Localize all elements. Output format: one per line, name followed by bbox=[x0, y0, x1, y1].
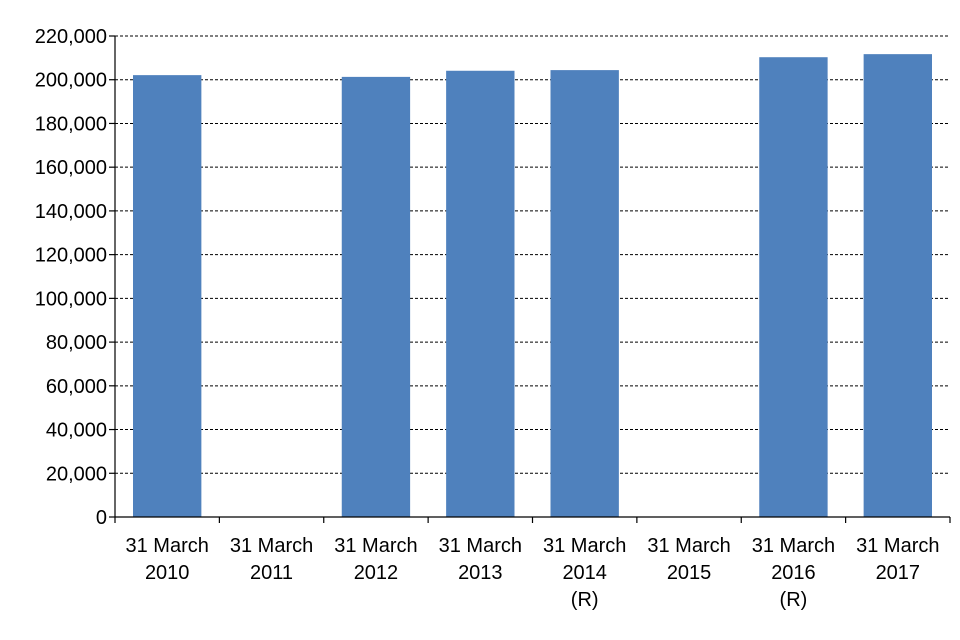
y-tick-label: 160,000 bbox=[35, 157, 107, 179]
x-tick-label: 31 March 2017 bbox=[856, 535, 939, 584]
y-tick-label: 60,000 bbox=[46, 376, 107, 398]
x-tick-label: 31 March 2011 bbox=[230, 535, 313, 584]
bars bbox=[133, 54, 932, 517]
axes bbox=[109, 35, 951, 523]
bar bbox=[133, 75, 202, 517]
x-tick-label: 31 March 2015 bbox=[647, 535, 730, 584]
bar bbox=[341, 76, 411, 517]
x-tick-label: 31 March 2014 (R) bbox=[543, 535, 626, 611]
y-tick-label: 40,000 bbox=[46, 420, 107, 442]
bar bbox=[446, 70, 515, 517]
x-tick-label: 31 March 2013 bbox=[439, 535, 522, 584]
x-tick-label: 31 March 2010 bbox=[126, 535, 209, 584]
y-tick-label: 120,000 bbox=[35, 245, 107, 267]
tick-labels: 0 20,000 40,000 60,000 80,000 100,000 120,000 1… bbox=[35, 26, 940, 611]
bar bbox=[550, 70, 619, 517]
x-tick-label: 31 March 2016 (R) bbox=[752, 535, 835, 611]
y-tick-label: 20,000 bbox=[46, 463, 107, 485]
y-tick-label: 0 bbox=[96, 507, 107, 529]
bar bbox=[759, 57, 828, 517]
y-tick-label: 200,000 bbox=[35, 70, 107, 92]
x-tick-label: 31 March 2012 bbox=[334, 535, 417, 584]
y-tick-label: 220,000 bbox=[35, 26, 107, 48]
y-tick-label: 140,000 bbox=[35, 201, 107, 223]
y-tick-label: 180,000 bbox=[35, 113, 107, 135]
y-tick-label: 80,000 bbox=[46, 332, 107, 354]
y-tick-label: 100,000 bbox=[35, 288, 107, 310]
bar bbox=[863, 54, 932, 517]
